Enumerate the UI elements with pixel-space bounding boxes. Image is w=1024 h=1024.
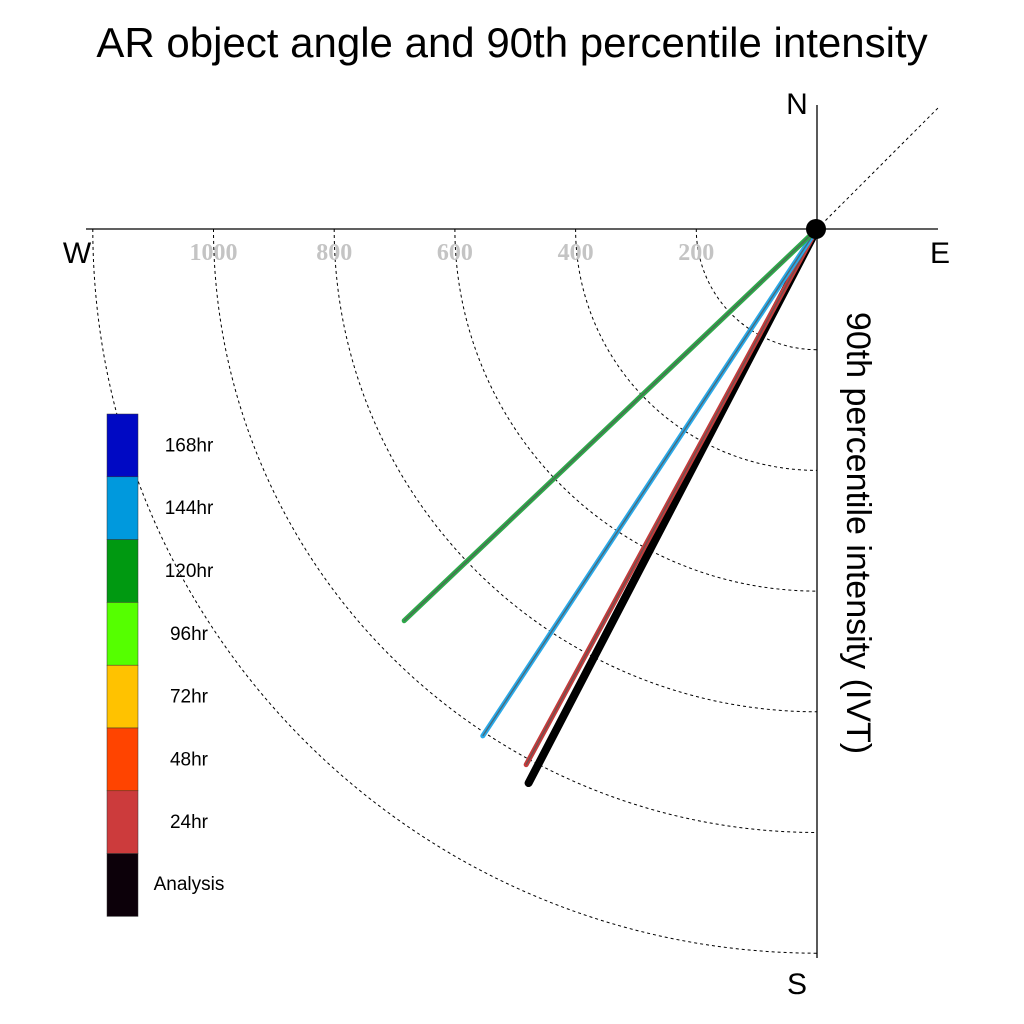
legend-swatch-96hr bbox=[106, 602, 139, 666]
radial-rings bbox=[92, 228, 818, 954]
legend-swatch-72hr bbox=[106, 664, 139, 729]
legend-label-120hr: 120hr bbox=[165, 561, 214, 582]
legend-label-168hr: 168hr bbox=[165, 435, 214, 456]
vector-core-144hr bbox=[482, 228, 818, 737]
radial-tick-labels: 200 400 600 800 1000 bbox=[190, 240, 715, 266]
legend: 168hr 144hr 120hr 96hr 72hr 48hr 24hr Analysis bbox=[106, 413, 225, 917]
ring-200 bbox=[695, 228, 818, 351]
vector-core-24hr bbox=[525, 228, 818, 766]
legend-swatch-48hr bbox=[106, 727, 139, 792]
origin-point bbox=[806, 219, 826, 239]
legend-swatch-analysis bbox=[106, 853, 139, 917]
legend-label-72hr: 72hr bbox=[170, 687, 209, 708]
legend-label-96hr: 96hr bbox=[170, 624, 209, 645]
intensity-vectors bbox=[401, 225, 821, 788]
compass-south: S bbox=[787, 968, 807, 1001]
tick-label-1000: 1000 bbox=[190, 240, 238, 266]
compass-west: W bbox=[63, 237, 92, 270]
compass-north: N bbox=[786, 88, 808, 121]
legend-swatch-120hr bbox=[106, 539, 139, 603]
legend-label-48hr: 48hr bbox=[170, 749, 209, 770]
ring-400 bbox=[575, 228, 818, 471]
ring-600 bbox=[454, 228, 818, 592]
legend-swatch-24hr bbox=[106, 790, 139, 854]
compass-east: E bbox=[930, 237, 950, 270]
legend-swatch-144hr bbox=[106, 476, 139, 540]
ring-1000 bbox=[213, 228, 818, 833]
diagonal-guide bbox=[816, 105, 941, 230]
legend-label-analysis: Analysis bbox=[154, 874, 225, 895]
ring-outer bbox=[92, 228, 818, 954]
tick-label-400: 400 bbox=[558, 240, 594, 266]
tick-label-800: 800 bbox=[316, 240, 352, 266]
legend-label-144hr: 144hr bbox=[165, 498, 214, 519]
legend-swatch-168hr bbox=[106, 413, 139, 478]
chart-title: AR object angle and 90th percentile inte… bbox=[96, 19, 927, 66]
tick-label-200: 200 bbox=[678, 240, 714, 266]
legend-label-24hr: 24hr bbox=[170, 812, 209, 833]
radial-axis-label: 90th percentile intensity (IVT) bbox=[839, 312, 877, 754]
vector-core-120hr bbox=[403, 228, 818, 622]
tick-label-600: 600 bbox=[437, 240, 473, 266]
ring-800 bbox=[333, 228, 818, 713]
